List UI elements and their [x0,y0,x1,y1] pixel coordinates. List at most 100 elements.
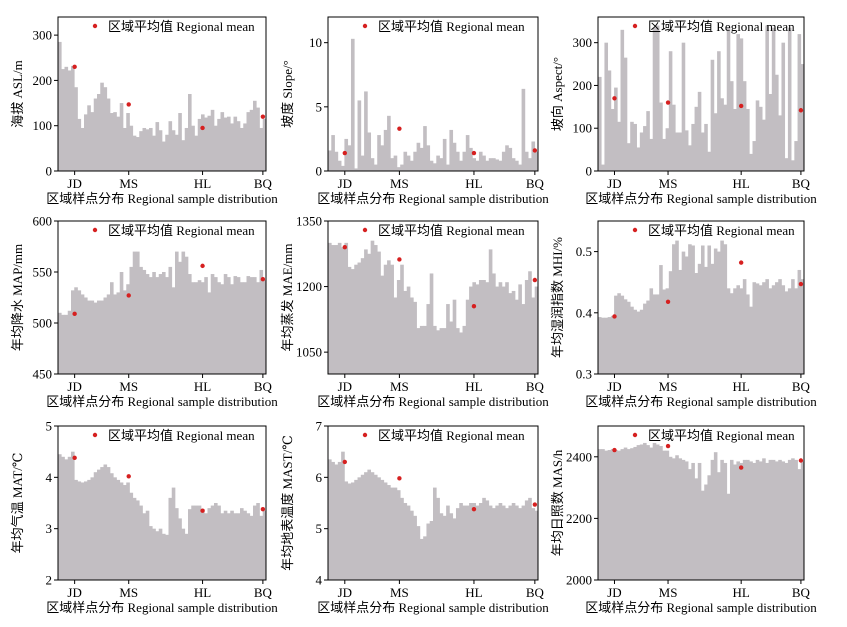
mean-point [738,260,744,265]
bar [742,459,747,580]
bar [472,503,477,580]
bar [668,51,673,171]
bar [74,287,78,374]
bar [723,462,728,580]
mean-point [200,508,205,513]
axes-frame [597,16,805,172]
bar [253,100,257,171]
bar [475,284,480,374]
bar [784,291,789,374]
bar [749,461,753,580]
x-tick-label: JD [67,585,81,600]
y-axis-label: 年均蒸发 MAE/mm [280,244,295,352]
bar [93,472,98,580]
bar [684,461,689,580]
bar [191,505,195,580]
bar-series [58,41,267,171]
bar [165,534,169,580]
bar [436,330,440,374]
x-axis-label: 区域样点分布 Regional sample distribution [585,191,817,206]
y-tick-label: 0 [316,164,323,179]
bar [373,164,378,171]
bar [236,277,241,374]
bar [433,325,437,374]
bar [439,158,444,171]
y-axis-label: 海拔 ASL/m [10,60,25,128]
bar [755,100,760,171]
bar [426,523,431,580]
bar [775,282,779,374]
bar-series [598,240,805,374]
x-axis-label: 区域样点分布 Regional sample distribution [46,600,278,615]
bar [758,285,763,374]
bar [649,447,654,580]
bar [736,285,740,374]
bar [626,301,631,374]
mean-point [798,458,804,463]
y-tick-label: 5 [46,419,53,434]
bar [64,459,69,580]
bar [655,444,660,580]
bar [643,442,647,580]
x-axis-label: 区域样点分布 Regional sample distribution [46,394,278,409]
bar [136,251,140,374]
bar [617,121,621,171]
bar [341,451,345,580]
x-axis-label: 区域样点分布 Regional sample distribution [317,600,549,615]
bar [633,309,637,374]
mean-point [532,502,538,507]
bar [126,113,130,171]
bar [129,266,134,374]
bar [784,462,789,580]
legend-label: 区域平均值 Regional mean [108,19,255,34]
bar [694,106,699,171]
bar [681,459,686,580]
bar [652,442,657,580]
bar [90,300,95,374]
bar [84,481,88,580]
bar [188,94,192,171]
bar [720,98,724,171]
bar [469,503,473,580]
bar [132,135,137,171]
x-tick-label: JD [67,379,81,394]
bar [472,158,477,171]
bar [610,449,615,580]
bar [387,485,391,580]
y-tick-label: 0.3 [576,367,592,382]
bar [204,117,208,171]
bar [684,256,689,374]
bar [755,459,760,580]
y-axis-label: 年均气温 MAT/℃ [10,453,25,554]
bar [665,450,670,580]
bar [236,121,241,171]
bar [217,282,221,374]
bar [794,459,798,580]
bar [354,168,358,171]
bar [515,160,519,171]
bar [194,505,199,580]
legend-label: 区域平均值 Regional mean [108,223,255,238]
y-tick-label: 0 [586,164,593,179]
mean-point [72,455,77,461]
axes-frame [327,220,539,375]
bar [733,108,737,171]
bar [119,482,124,580]
y-tick-label: 1350 [296,214,322,229]
bar [168,266,173,374]
x-tick-label: BQ [792,379,811,394]
bar [778,279,782,374]
bar [403,151,408,171]
bar [223,117,228,171]
bar [739,288,744,374]
bar [136,500,140,580]
bar [518,164,522,171]
bar [604,450,609,580]
legend-marker [632,23,638,29]
bar [259,127,264,171]
bar [768,459,773,580]
bar [357,262,362,374]
bar [410,297,414,374]
